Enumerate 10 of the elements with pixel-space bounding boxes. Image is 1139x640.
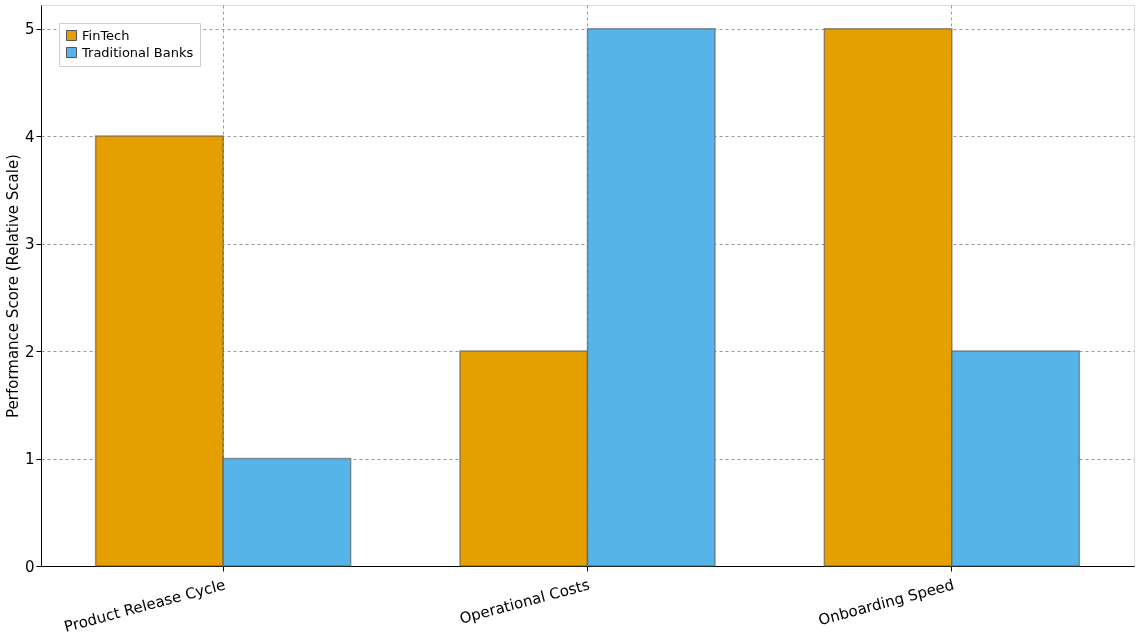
y-axis-title: Performance Score (Relative Scale) [3,154,22,418]
y-tick-label: 4 [24,127,35,146]
x-tick-label: Product Release Cycle [62,575,228,636]
y-tick-label: 1 [24,450,35,469]
y-tick-label: 2 [24,342,35,361]
y-tick-label: 5 [24,20,35,39]
legend-label: FinTech [82,27,130,43]
y-tick-label: 3 [24,235,35,254]
y-tick-label: 0 [24,557,35,576]
legend-label: Traditional Banks [81,44,194,60]
